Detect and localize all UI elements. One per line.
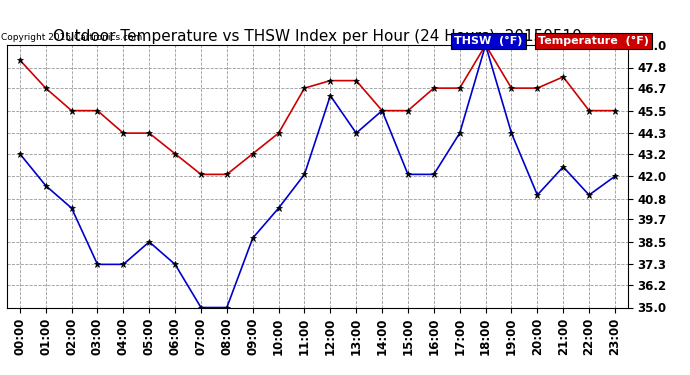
- Text: Copyright 2015 Cartronics.com: Copyright 2015 Cartronics.com: [1, 33, 142, 42]
- Text: Temperature  (°F): Temperature (°F): [538, 36, 649, 46]
- Text: THSW  (°F): THSW (°F): [454, 36, 522, 46]
- Title: Outdoor Temperature vs THSW Index per Hour (24 Hours)  20150510: Outdoor Temperature vs THSW Index per Ho…: [53, 29, 582, 44]
